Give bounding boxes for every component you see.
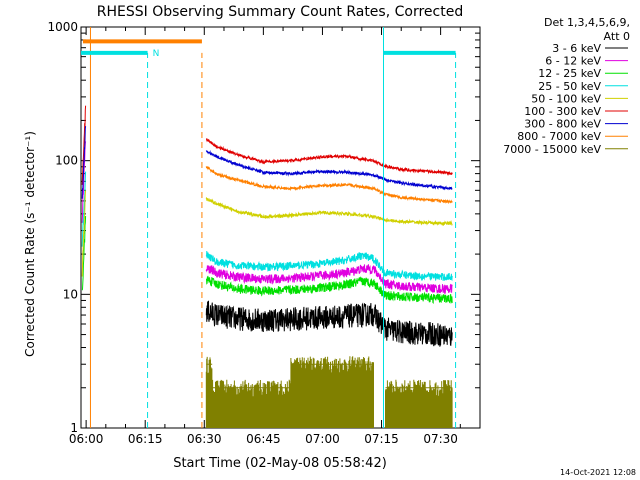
legend-entry-label: 100 - 300 keV (524, 105, 601, 118)
legend-entry-label: 25 - 50 keV (538, 80, 601, 93)
series-trace-12-25- (206, 275, 453, 304)
series-trace-100-300- (206, 138, 453, 176)
background-rate-bars (385, 379, 453, 428)
legend-entry-label: 50 - 100 keV (531, 92, 601, 105)
chart-title: RHESSI Observing Summary Count Rates, Co… (97, 4, 463, 20)
legend-header-line-1: Det 1,3,4,5,6,9, (544, 16, 630, 29)
series-trace-3-6- (205, 300, 453, 347)
background-rate-bars (211, 379, 292, 428)
y-tick-label: 1 (70, 421, 78, 435)
series-trace-25-50- (205, 250, 453, 282)
legend-header-line-2: Att 0 (604, 30, 630, 43)
spike-trace (81, 215, 87, 291)
x-tick-label: 06:45 (246, 432, 281, 446)
legend-entry-label: 300 - 800 keV (524, 118, 601, 131)
spike-trace (81, 190, 87, 277)
y-tick-label: 100 (55, 154, 78, 168)
series-trace-6-12- (205, 264, 453, 296)
legend-entry-label: 7000 - 15000 keV (503, 143, 601, 156)
spike-trace (81, 126, 87, 199)
flag-label: N (153, 49, 160, 59)
legend-entry-label: 12 - 25 keV (538, 67, 601, 80)
footer-timestamp: 14-Oct-2021 12:08 (560, 468, 636, 477)
plot-frame (80, 26, 481, 429)
spike-trace (81, 171, 87, 247)
legend-entry-label: 6 - 12 keV (545, 55, 601, 68)
series-trace-50-100- (205, 197, 453, 227)
background-rate-bars (321, 356, 374, 428)
y-tick-label: 1000 (47, 20, 78, 34)
x-tick-label: 07:00 (305, 432, 340, 446)
y-tick-label: 10 (63, 287, 78, 301)
legend-entry-label: 800 - 7000 keV (517, 130, 601, 143)
x-tick-label: 06:00 (69, 432, 104, 446)
series-trace-300-800- (205, 149, 453, 191)
x-tick-label: 07:15 (364, 432, 399, 446)
background-rate-bars (205, 356, 213, 428)
x-tick-label: 06:30 (187, 432, 222, 446)
x-axis-label: Start Time (02-May-08 05:58:42) (173, 456, 387, 471)
background-rate-bars (290, 356, 323, 428)
y-axis-label: Corrected Count Rate (s⁻¹ detector⁻¹) (23, 131, 37, 357)
plot-area: 1 10 100 1000 06:00 06:15 06:30 06:45 07:00 07:15… (47, 20, 481, 446)
spike-trace (81, 105, 87, 185)
x-tick-label: 06:15 (128, 432, 163, 446)
legend-entry-label: 3 - 6 keV (552, 42, 601, 55)
series-trace-800-7000- (205, 166, 453, 205)
x-tick-label: 07:30 (423, 432, 458, 446)
